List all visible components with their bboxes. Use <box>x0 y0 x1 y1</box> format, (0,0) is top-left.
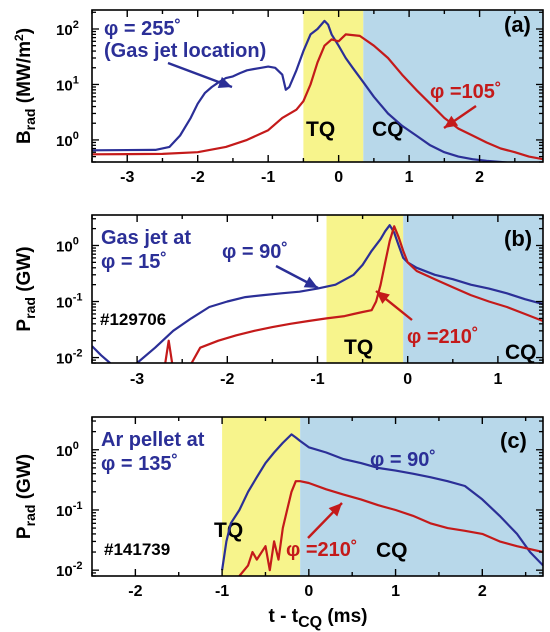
series-line-red <box>238 480 543 576</box>
series-line-blue <box>221 433 543 571</box>
shot-number-label: #129706 <box>100 310 166 329</box>
annotation-label: φ = 90˚ <box>222 240 288 263</box>
annotation-label: φ = 90˚ <box>370 448 436 471</box>
y-tick-label: 10-2 <box>56 348 82 368</box>
arrow-head-icon <box>444 115 459 128</box>
arrow-head-icon <box>328 503 342 517</box>
y-axis-label: Prad (GW) <box>14 454 38 539</box>
x-tick-label: -2 <box>128 583 142 600</box>
chart-panel-a: TQ CQ -3 -2 -1 0 1 2 100 101 102 Brad (MW/m2) (a) φ =… <box>12 9 544 186</box>
panel-label: (c) <box>500 428 527 453</box>
region-label-tq: TQ <box>306 118 335 141</box>
y-tick-label: 102 <box>56 19 79 39</box>
series-line-red <box>164 225 543 363</box>
plot-frame <box>91 416 544 577</box>
y-tick-label: 10-2 <box>56 560 82 580</box>
region-label-tq: TQ <box>344 336 373 359</box>
y-axis-label: Prad (GW) <box>14 246 38 331</box>
x-tick-label: -2 <box>191 169 205 186</box>
chart-panel-b: TQ CQ -3 -2 -1 0 1 10-2 10-1 100 Prad (GW) (b) Gas j… <box>14 214 544 388</box>
annotation-label: Ar pellet at <box>101 429 205 451</box>
y-tick-label: 100 <box>56 440 79 460</box>
annotation-label: φ =105˚ <box>430 80 502 103</box>
region-label-cq: CQ <box>372 118 404 141</box>
series-line-blue <box>92 19 514 162</box>
x-tick-label: 0 <box>403 371 412 388</box>
panel-label: (a) <box>504 12 531 37</box>
y-tick-label: 100 <box>56 130 79 150</box>
panel-label: (b) <box>504 226 532 251</box>
region-cq <box>363 10 543 162</box>
arrow-head-icon <box>217 76 232 89</box>
annotation-label: φ =210˚ <box>286 538 358 561</box>
x-axis-label: t - tCQ (ms) <box>269 606 368 631</box>
annotation-label: φ = 15˚ <box>101 250 167 273</box>
series-line-blue <box>92 224 543 363</box>
x-tick-label: 0 <box>334 169 343 186</box>
annotation-label: φ = 255˚ <box>104 17 181 40</box>
region-cq <box>300 417 543 576</box>
region-label-cq: CQ <box>505 341 537 364</box>
x-tick-label: 0 <box>304 583 313 600</box>
plot-frame <box>91 9 544 163</box>
series-line-red <box>92 33 543 161</box>
annotation-label: Gas jet at <box>101 227 191 249</box>
x-tick-label: -1 <box>215 583 229 600</box>
x-tick-label: -3 <box>130 371 144 388</box>
region-tq <box>222 417 301 576</box>
x-tick-label: 1 <box>391 583 400 600</box>
x-tick-label: 1 <box>405 169 414 186</box>
x-tick-label: -2 <box>220 371 234 388</box>
y-axis-label: Brad (MW/m2) <box>12 28 38 144</box>
y-tick-label: 10-1 <box>56 292 82 312</box>
y-tick-label: 101 <box>56 74 79 94</box>
region-cq <box>403 215 543 363</box>
arrow-head-icon <box>303 276 318 288</box>
annotation-label: (Gas jet location) <box>104 40 266 62</box>
y-tick-label: 10-1 <box>56 500 82 520</box>
x-tick-label: 1 <box>493 371 502 388</box>
x-tick-label: -3 <box>120 169 134 186</box>
y-tick-label: 100 <box>56 235 79 255</box>
arrow-head-icon <box>376 291 390 304</box>
x-tick-label: 2 <box>475 169 484 186</box>
annotation-label: φ =210˚ <box>407 325 479 348</box>
region-label-cq: CQ <box>376 539 408 562</box>
x-tick-label: -1 <box>310 371 324 388</box>
shot-number-label: #141739 <box>104 540 170 559</box>
annotation-label: φ = 135˚ <box>101 452 178 475</box>
x-tick-label: 2 <box>478 583 487 600</box>
x-tick-label: -1 <box>261 169 275 186</box>
